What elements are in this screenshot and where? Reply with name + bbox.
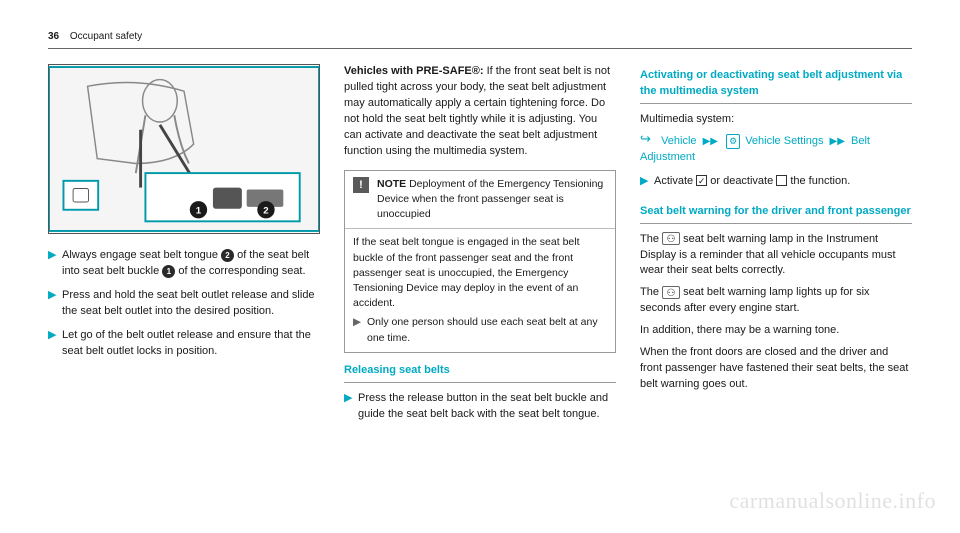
checkbox-empty-icon: [776, 175, 787, 186]
instruction-bullet: ▶ Let go of the belt outlet release and …: [48, 328, 320, 360]
note-bullet-text: Only one person should use each seat bel…: [367, 315, 607, 345]
bullet-arrow-icon: ▶: [48, 248, 62, 280]
bullet-text: Let go of the belt outlet release and en…: [62, 328, 320, 360]
releasing-heading: Releasing seat belts: [344, 363, 616, 383]
column-2: Vehicles with PRE-SAFE®: If the front se…: [344, 64, 616, 431]
bullet-arrow-icon: ▶: [353, 315, 367, 345]
svg-text:1: 1: [196, 206, 202, 217]
bullet-arrow-icon: ▶: [640, 174, 654, 190]
note-title: NOTE Deployment of the Emergency Tension…: [377, 177, 607, 223]
instruction-bullet: ▶ Always engage seat belt tongue 2 of th…: [48, 248, 320, 280]
column-1: 1 2 ▶ Always engage seat belt tongue 2 o…: [48, 64, 320, 431]
note-box: ! NOTE Deployment of the Emergency Tensi…: [344, 170, 616, 353]
bullet-text: Activate ✓ or deactivate the function.: [654, 174, 912, 190]
note-header: ! NOTE Deployment of the Emergency Tensi…: [345, 171, 615, 230]
nav-vehicle: Vehicle: [661, 135, 696, 147]
bullet-text: Always engage seat belt tongue 2 of the …: [62, 248, 320, 280]
page-number: 36: [48, 31, 59, 42]
note-text: If the seat belt tongue is engaged in th…: [353, 235, 607, 311]
settings-icon: ⚙: [726, 134, 740, 149]
warning-p1: The seat belt warning lamp in the Instru…: [640, 232, 912, 280]
instruction-bullet: ▶ Activate ✓ or deactivate the function.: [640, 174, 912, 190]
warning-p4: When the front doors are closed and the …: [640, 345, 912, 393]
svg-text:2: 2: [263, 206, 268, 217]
note-bullet: ▶ Only one person should use each seat b…: [353, 315, 607, 345]
multimedia-label: Multimedia system:: [640, 112, 912, 128]
warning-p2: The seat belt warning lamp lights up for…: [640, 285, 912, 317]
note-body: If the seat belt tongue is engaged in th…: [345, 229, 615, 352]
page-header: 36 Occupant safety: [48, 30, 912, 49]
presafe-label: Vehicles with PRE-SAFE®:: [344, 65, 484, 77]
nav-arrow-icon: [640, 134, 654, 144]
nav-settings: Vehicle Settings: [745, 135, 823, 147]
section-name: Occupant safety: [70, 31, 142, 42]
activate-heading: Activating or deactivating seat belt adj…: [640, 68, 912, 104]
instruction-bullet: ▶ Press and hold the seat belt outlet re…: [48, 288, 320, 320]
bullet-arrow-icon: ▶: [48, 328, 62, 360]
bullet-text: Press the release button in the seat bel…: [358, 391, 616, 423]
content-columns: 1 2 ▶ Always engage seat belt tongue 2 o…: [48, 64, 912, 431]
presafe-paragraph: Vehicles with PRE-SAFE®: If the front se…: [344, 64, 616, 160]
bullet-arrow-icon: ▶: [48, 288, 62, 320]
watermark: carmanualsonline.info: [729, 485, 936, 517]
warning-p3: In addition, there may be a warning tone…: [640, 323, 912, 339]
bullet-text: Press and hold the seat belt outlet rele…: [62, 288, 320, 320]
seatbelt-illustration: 1 2: [48, 64, 320, 234]
callout-1: 1: [162, 265, 175, 278]
warning-heading: Seat belt warning for the driver and fro…: [640, 204, 912, 224]
chevron-icon: ▶▶: [703, 136, 718, 147]
bullet-arrow-icon: ▶: [344, 391, 358, 423]
chevron-icon: ▶▶: [830, 136, 845, 147]
checkbox-checked-icon: ✓: [696, 175, 707, 186]
navigation-path: Vehicle ▶▶ ⚙ Vehicle Settings ▶▶ Belt Ad…: [640, 134, 912, 166]
column-3: Activating or deactivating seat belt adj…: [640, 64, 912, 431]
seatbelt-warning-icon: [662, 286, 680, 299]
instruction-bullet: ▶ Press the release button in the seat b…: [344, 391, 616, 423]
seatbelt-warning-icon: [662, 232, 680, 245]
warning-icon: !: [353, 177, 369, 193]
callout-2: 2: [221, 249, 234, 262]
